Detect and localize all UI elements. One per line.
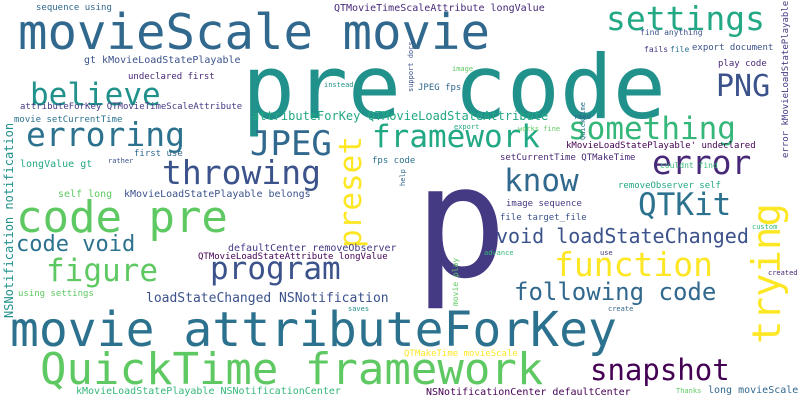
word-movie-play: movie play — [451, 257, 460, 306]
word-know: know — [504, 163, 579, 199]
word-qtmovietimescaleattribute-longvalue: QTMovieTimeScaleAttribute longValue — [334, 3, 545, 14]
word-following-code: following code — [514, 278, 717, 306]
word-attributeforkey-qtmovietimescaleattribute: attributeForKey QTMovieTimeScaleAttribut… — [20, 102, 243, 112]
word-advance: advance — [484, 249, 514, 257]
word-gt-kmovieloadstateplayable: gt kMovieLoadStatePlayable — [84, 55, 241, 66]
word-works-fine: works fine — [518, 125, 561, 133]
word-first-use: first use — [134, 149, 183, 159]
word-thanks: Thanks — [676, 387, 702, 395]
word-throwing: throwing — [162, 153, 321, 192]
word-snapshot: snapshot — [590, 353, 730, 387]
word-custom: custom — [752, 223, 778, 231]
word-rather: rather — [108, 157, 134, 165]
word-nsnotificationcenter-defaultcenter: NSNotificationCenter defaultCenter — [426, 387, 631, 398]
word-support-docs: support docs — [407, 41, 415, 92]
word-file-target-file: file target_file — [500, 213, 587, 223]
word-defaultcenter-removeobserver: defaultCenter removeObserver — [228, 243, 397, 254]
word-movie-setcurrenttime: movie setCurrentTime — [14, 115, 123, 125]
word-nsnotification-notification: NSNotification notification — [2, 122, 16, 318]
word-jpeg-fps: JPEG fps — [418, 83, 462, 93]
word-figure: figure — [46, 253, 158, 289]
word-self-long: self long — [58, 189, 113, 200]
word-error-kmovieloadstateplayable: error kMovieLoadStatePlayable — [781, 0, 791, 158]
word-attributeforkey-qtmovieloadstateattribute: attributeForKey QTMovieLoadStateAttribut… — [252, 109, 549, 123]
word-setcurrenttime-qtmaketime: setCurrentTime QTMakeTime — [500, 153, 636, 163]
word-function: function — [554, 245, 713, 284]
word-movie-attributeforkey: movie attributeForKey — [10, 302, 617, 358]
word-png: PNG — [716, 69, 771, 104]
word-kmovieloadstateplayable-belongs: kMovieLoadStatePlayable belongs — [124, 189, 311, 200]
word-created: created — [768, 269, 798, 277]
word-image: image — [452, 65, 474, 73]
word-undeclared-first: undeclared first — [128, 72, 215, 82]
word-believe: believe — [30, 77, 161, 113]
word-image-sequence: image sequence — [506, 199, 582, 209]
word-erroring: erroring — [26, 115, 185, 154]
word-export: export — [454, 123, 480, 131]
word-play-code: play code — [718, 59, 767, 69]
word-help: help — [399, 169, 407, 186]
word-moviescale-movie: movieScale movie — [18, 4, 491, 61]
word-saves: saves — [348, 305, 370, 313]
word-program: program — [210, 251, 341, 287]
word-sequence-using: sequence using — [36, 3, 112, 13]
word-read: read — [574, 113, 591, 121]
word-framework: framework — [372, 119, 540, 155]
word-export-document: export document — [692, 43, 774, 53]
word-qtmaketime-moviescale: QTMakeTime movieScale — [404, 349, 518, 359]
word-longvalue-gt: longValue gt — [20, 159, 93, 170]
word-void-loadstatechanged: void loadStateChanged — [496, 224, 749, 248]
word-fails: fails — [644, 45, 669, 54]
word-pre-code: pre code — [242, 36, 666, 139]
word-error: error — [652, 143, 752, 182]
word-instead: instead — [324, 81, 354, 89]
word-kmovieloadstateplayable-undeclared: kMovieLoadStatePlayable' undeclared — [566, 141, 756, 151]
word-code-void: code void — [16, 232, 136, 257]
word-quicktime: QuickTime — [579, 102, 587, 140]
word-code-pre: code pre — [16, 192, 228, 243]
word-preset: preset — [333, 136, 369, 248]
word-removeobserver-self: removeObserver self — [618, 181, 721, 191]
word-settings: settings — [606, 0, 765, 38]
word-quicktime-framework: QuickTime framework — [40, 344, 544, 395]
word-find-anything: find anything — [640, 28, 703, 37]
word-jpeg: JPEG — [250, 124, 332, 164]
word-loadstatechanged-nsnotification: loadStateChanged NSNotification — [146, 291, 389, 306]
word-using-settings: using settings — [18, 289, 94, 299]
word-fps-code: fps code — [372, 156, 416, 166]
word-p: p — [414, 132, 508, 313]
word-couldnt-find: couldnt find — [660, 161, 718, 170]
word-kmovieloadstateplayable-nsnotificationcenter: kMovieLoadStatePlayable NSNotificationCe… — [76, 386, 341, 397]
word-qtkit: QTKit — [638, 187, 732, 223]
word-long-moviescale: long movieScale — [708, 385, 799, 396]
word-something: something — [568, 111, 736, 147]
word-file: file — [670, 45, 690, 54]
word-qtmovieloadstateattribute-longvalue: QTMovieLoadStateAttribute longValue — [198, 252, 388, 262]
word-create: create — [608, 305, 634, 313]
word-use: use — [600, 249, 613, 257]
